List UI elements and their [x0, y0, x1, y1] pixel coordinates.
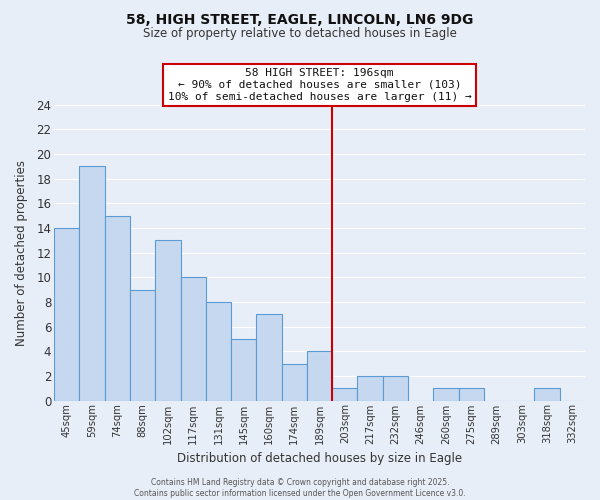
Y-axis label: Number of detached properties: Number of detached properties: [15, 160, 28, 346]
Bar: [535, 388, 560, 400]
Bar: [231, 339, 256, 400]
Text: Contains HM Land Registry data © Crown copyright and database right 2025.
Contai: Contains HM Land Registry data © Crown c…: [134, 478, 466, 498]
Bar: [256, 314, 281, 400]
Text: Size of property relative to detached houses in Eagle: Size of property relative to detached ho…: [143, 28, 457, 40]
Bar: [307, 351, 332, 401]
Bar: [358, 376, 383, 400]
Bar: [79, 166, 104, 400]
Bar: [54, 228, 79, 400]
Bar: [206, 302, 231, 400]
Bar: [181, 277, 206, 400]
Bar: [433, 388, 458, 400]
Bar: [130, 290, 155, 401]
Text: 58 HIGH STREET: 196sqm
← 90% of detached houses are smaller (103)
10% of semi-de: 58 HIGH STREET: 196sqm ← 90% of detached…: [167, 68, 472, 102]
Bar: [383, 376, 408, 400]
Text: 58, HIGH STREET, EAGLE, LINCOLN, LN6 9DG: 58, HIGH STREET, EAGLE, LINCOLN, LN6 9DG: [127, 12, 473, 26]
Bar: [155, 240, 181, 400]
Bar: [332, 388, 358, 400]
X-axis label: Distribution of detached houses by size in Eagle: Distribution of detached houses by size …: [177, 452, 462, 465]
Bar: [281, 364, 307, 401]
Bar: [458, 388, 484, 400]
Bar: [104, 216, 130, 400]
